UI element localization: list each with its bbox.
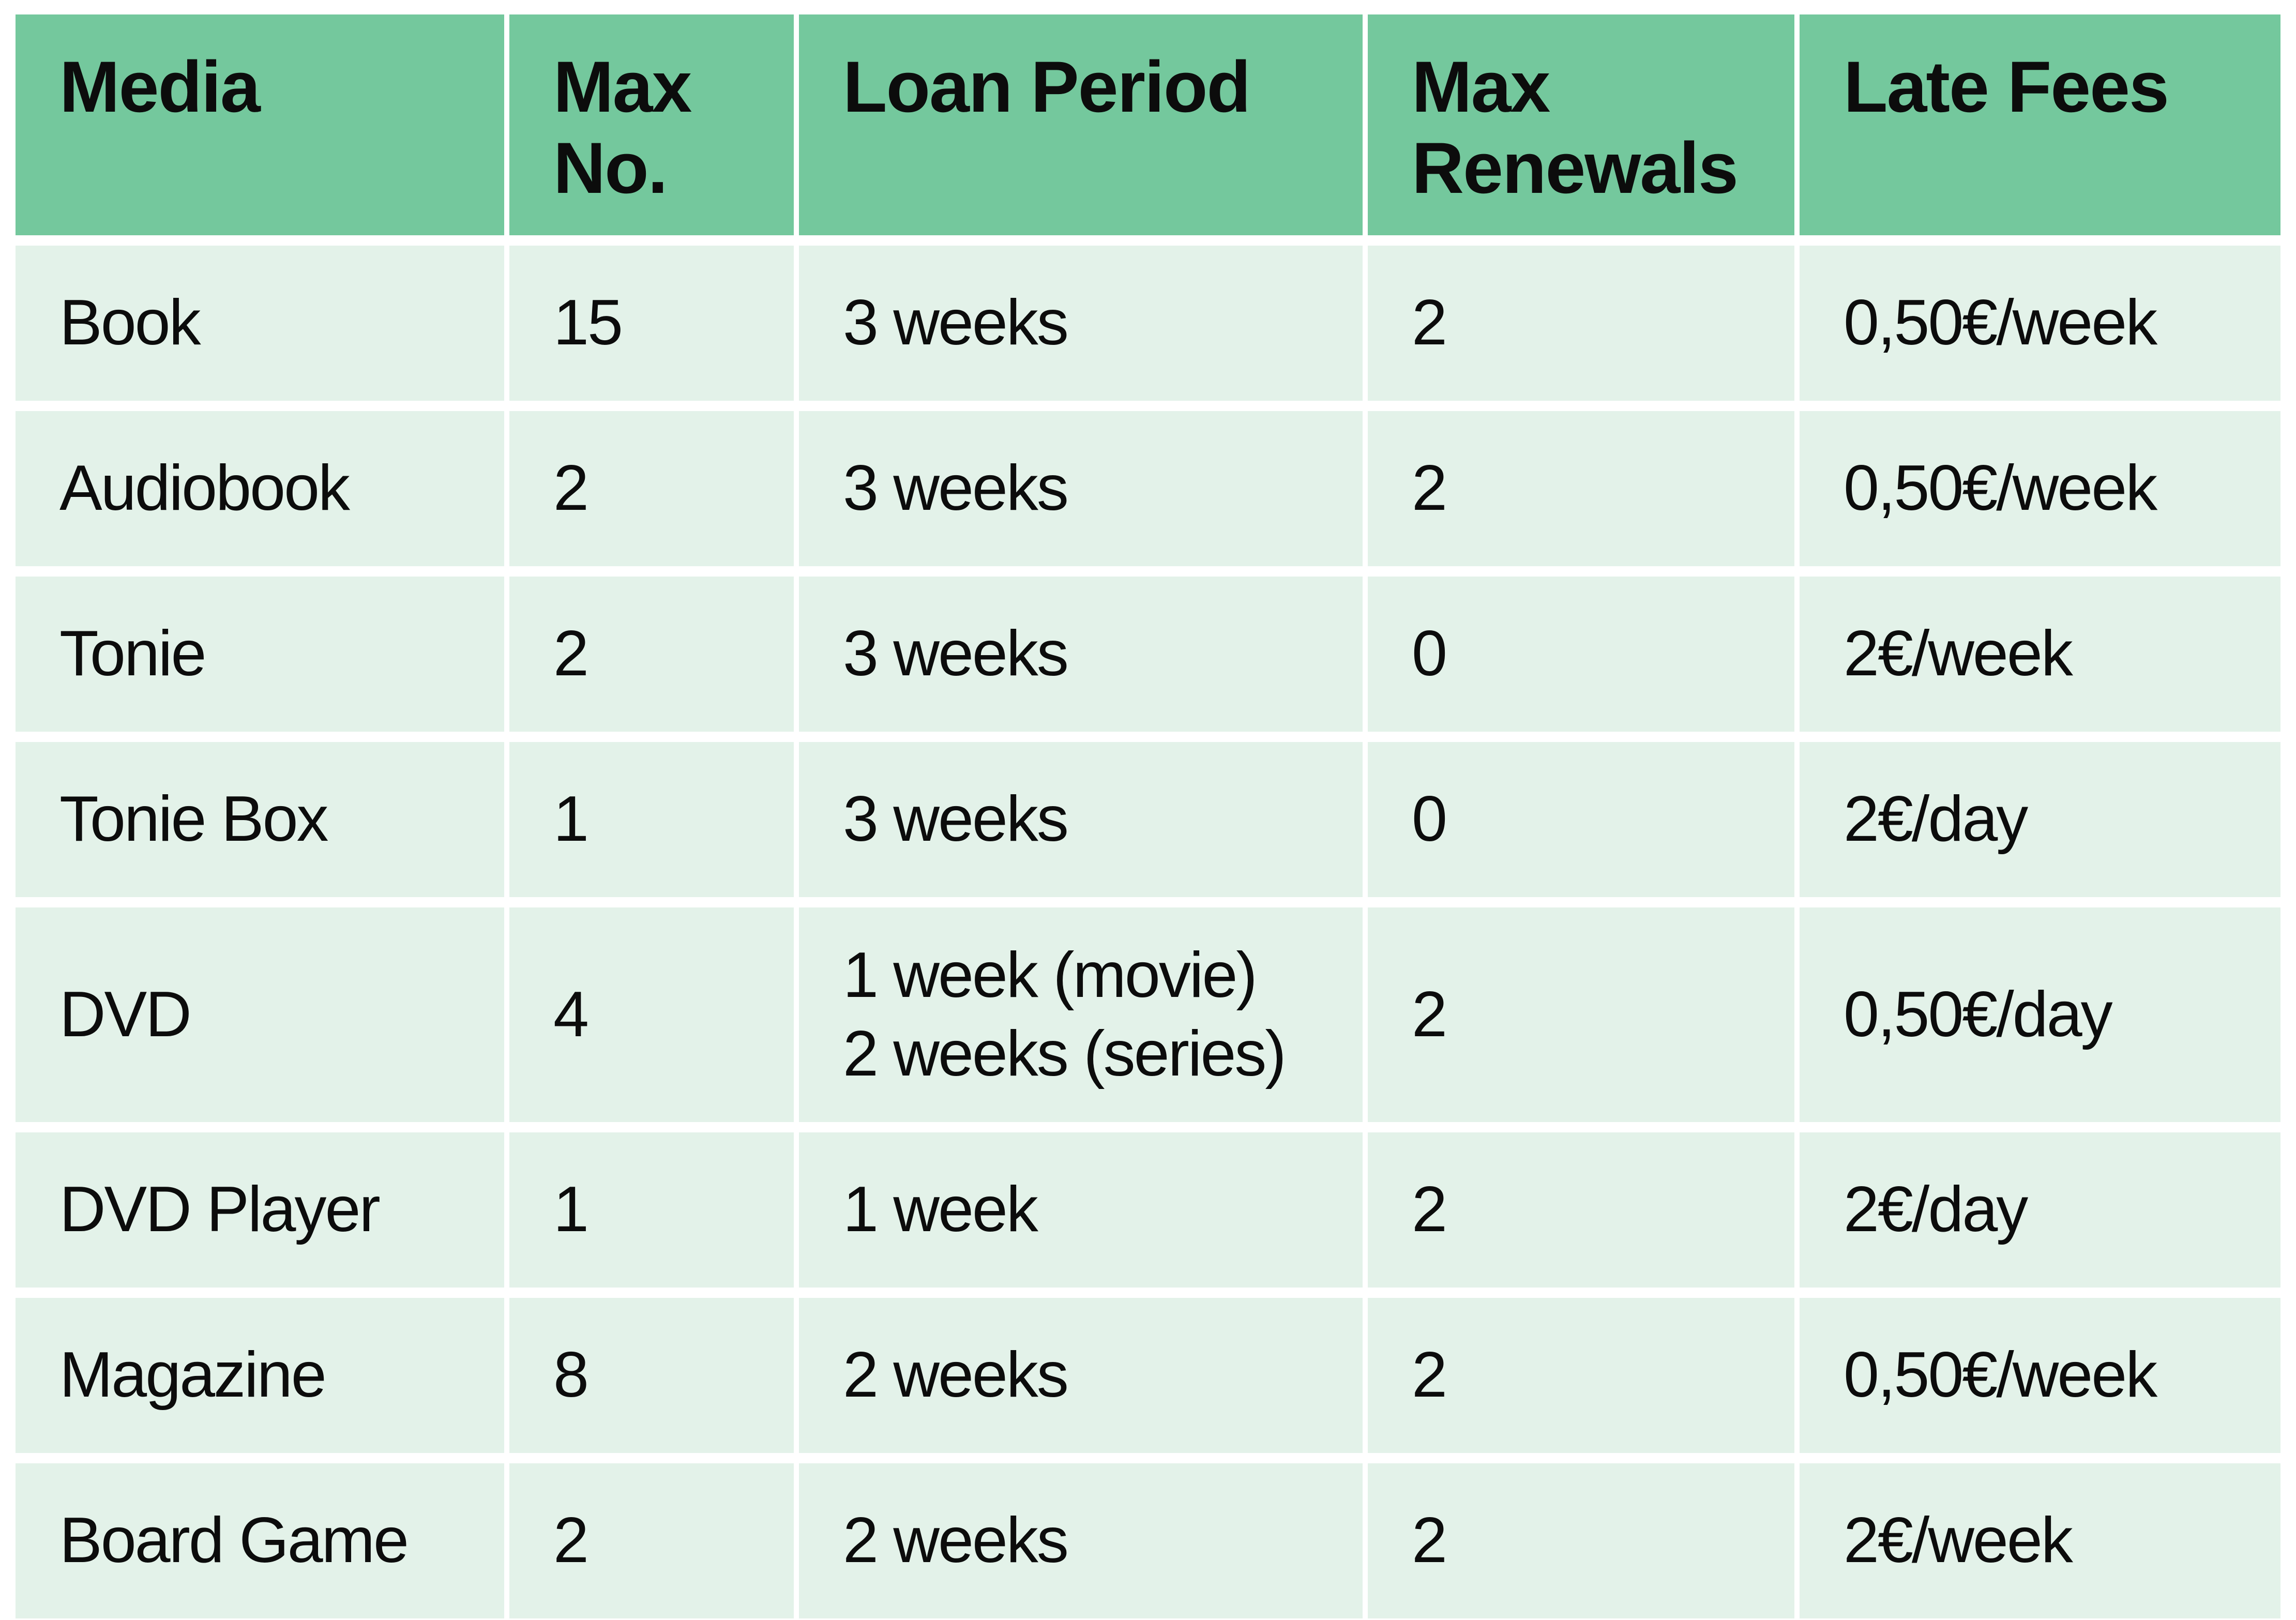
late-fees-cell: 2€/week (1800, 577, 2280, 732)
media-cell: Board Game (16, 1463, 504, 1618)
max-no-cell: 1 (509, 1132, 794, 1288)
column-header-media: Media (16, 14, 504, 235)
loan-period-cell: 2 weeks (799, 1463, 1363, 1618)
max-no-cell: 2 (509, 577, 794, 732)
media-cell: Magazine (16, 1298, 504, 1453)
media-cell: Book (16, 246, 504, 401)
media-cell: DVD (16, 907, 504, 1122)
max-no-cell: 2 (509, 1463, 794, 1618)
loan-period-cell: 1 week (movie) 2 weeks (series) (799, 907, 1363, 1122)
media-cell: Audiobook (16, 411, 504, 566)
late-fees-cell: 2€/day (1800, 742, 2280, 897)
loan-period-cell: 1 week (799, 1132, 1363, 1288)
max-renewals-cell: 0 (1368, 577, 1794, 732)
late-fees-cell: 0,50€/week (1800, 246, 2280, 401)
column-header-max-renewals: Max Renewals (1368, 14, 1794, 235)
late-fees-cell: 0,50€/day (1800, 907, 2280, 1122)
late-fees-cell: 0,50€/week (1800, 411, 2280, 566)
max-renewals-cell: 2 (1368, 411, 1794, 566)
column-header-max-no: Max No. (509, 14, 794, 235)
late-fees-cell: 0,50€/week (1800, 1298, 2280, 1453)
loan-period-cell: 3 weeks (799, 742, 1363, 897)
loan-period-cell: 2 weeks (799, 1298, 1363, 1453)
loan-period-cell: 3 weeks (799, 246, 1363, 401)
media-cell: DVD Player (16, 1132, 504, 1288)
loan-period-cell: 3 weeks (799, 577, 1363, 732)
max-no-cell: 8 (509, 1298, 794, 1453)
max-renewals-cell: 2 (1368, 1463, 1794, 1618)
max-renewals-cell: 2 (1368, 907, 1794, 1122)
max-no-cell: 2 (509, 411, 794, 566)
column-header-loan-period: Loan Period (799, 14, 1363, 235)
late-fees-cell: 2€/week (1800, 1463, 2280, 1618)
max-renewals-cell: 2 (1368, 1132, 1794, 1288)
loan-period-cell: 3 weeks (799, 411, 1363, 566)
media-cell: Tonie (16, 577, 504, 732)
media-cell: Tonie Box (16, 742, 504, 897)
max-no-cell: 4 (509, 907, 794, 1122)
max-no-cell: 1 (509, 742, 794, 897)
max-renewals-cell: 2 (1368, 1298, 1794, 1453)
max-renewals-cell: 2 (1368, 246, 1794, 401)
max-renewals-cell: 0 (1368, 742, 1794, 897)
max-no-cell: 15 (509, 246, 794, 401)
column-header-late-fees: Late Fees (1800, 14, 2280, 235)
late-fees-cell: 2€/day (1800, 1132, 2280, 1288)
